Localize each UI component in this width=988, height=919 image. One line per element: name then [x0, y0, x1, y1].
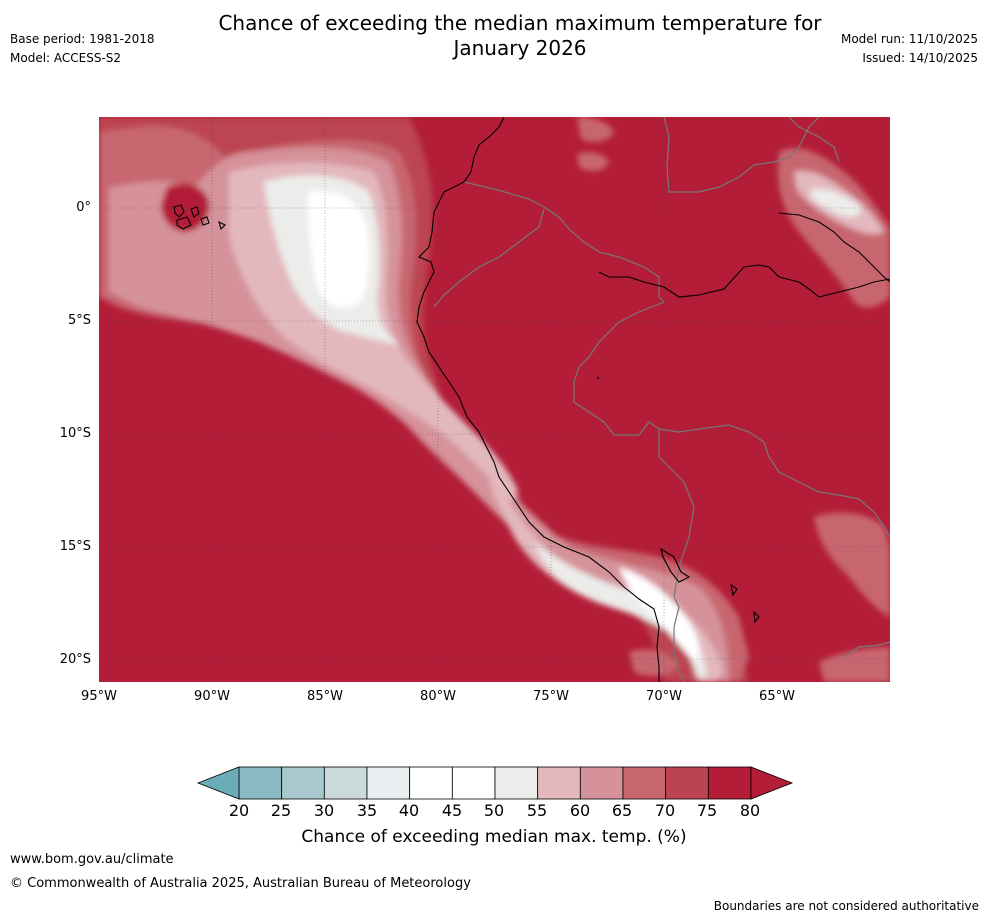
colorbar-cell	[366, 766, 411, 800]
colorbar-tick-80: 80	[739, 801, 761, 820]
colorbar-cell	[409, 766, 453, 800]
model-name: Model: ACCESS-S2	[10, 51, 122, 65]
colorbar-cell	[323, 766, 368, 800]
model-run: Model run: 11/10/2025	[840, 32, 978, 46]
colorbar-cell	[665, 766, 709, 800]
lat-label-15s: 15°S	[59, 539, 91, 554]
copyright-notice: © Commonwealth of Australia 2025, Austra…	[10, 876, 471, 891]
colorbar-tick-45: 45	[441, 801, 463, 820]
lon-label-95w: 95°W	[81, 689, 117, 704]
country-borders	[433, 117, 890, 682]
contour-50-peru	[619, 567, 699, 662]
lat-label-10s: 10°S	[59, 426, 91, 441]
title-line-1: Chance of exceeding the median maximum t…	[218, 11, 822, 35]
issued-date: Issued: 14/10/2025	[862, 51, 978, 65]
lat-label-5s: 5°S	[67, 313, 91, 328]
lon-label-80w: 80°W	[420, 689, 456, 704]
map-title: Chance of exceeding the median maximum t…	[0, 11, 988, 61]
lon-label-75w: 75°W	[533, 689, 569, 704]
lon-label-70w: 70°W	[646, 689, 682, 704]
colorbar-cell	[622, 766, 667, 800]
lon-label-65w: 65°W	[759, 689, 795, 704]
contour-galapagos	[161, 183, 210, 232]
colorbar-tick-30: 30	[313, 801, 335, 820]
colorbar-tick-65: 65	[611, 801, 633, 820]
colorbar-tick-75: 75	[696, 801, 718, 820]
colorbar-tick-50: 50	[483, 801, 505, 820]
lat-label-0: 0°	[76, 200, 91, 215]
base-period: Base period: 1981-2018	[10, 32, 155, 46]
title-line-2: January 2026	[453, 36, 587, 60]
contour-patch-4	[819, 647, 890, 682]
colorbar-cell	[494, 766, 539, 800]
lon-label-85w: 85°W	[307, 689, 343, 704]
contour-bolivia	[814, 512, 890, 617]
colorbar-tick-70: 70	[654, 801, 676, 820]
forecast-map	[99, 117, 890, 682]
colorbar-cell	[238, 766, 283, 800]
probability-contours	[99, 117, 890, 682]
coastline	[173, 117, 890, 682]
colorbar-high-extension	[750, 766, 794, 800]
boundary-disclaimer: Boundaries are not considered authoritat…	[713, 899, 979, 913]
colorbar-cell	[281, 766, 325, 800]
colorbar	[196, 766, 794, 800]
colorbar-title: Chance of exceeding median max. temp. (%…	[301, 827, 687, 847]
colorbar-cells	[238, 766, 752, 800]
lat-label-20s: 20°S	[59, 652, 91, 667]
website-link[interactable]: www.bom.gov.au/climate	[10, 852, 174, 867]
colorbar-tick-40: 40	[398, 801, 420, 820]
colorbar-tick-35: 35	[356, 801, 378, 820]
colorbar-tick-20: 20	[228, 801, 250, 820]
contour-patch-3	[629, 649, 679, 677]
colorbar-cell	[579, 766, 624, 800]
colorbar-tick-60: 60	[569, 801, 591, 820]
colorbar-tick-25: 25	[270, 801, 292, 820]
graticule	[99, 117, 890, 682]
colorbar-cell	[451, 766, 496, 800]
contour-amazon-white	[811, 188, 861, 217]
colorbar-tick-55: 55	[526, 801, 548, 820]
contour-55-peru	[534, 542, 707, 677]
lon-label-90w: 90°W	[194, 689, 230, 704]
colorbar-cell	[537, 766, 581, 800]
contour-patch-2	[577, 152, 609, 172]
contour-patch-1	[577, 117, 614, 143]
colorbar-cell	[707, 766, 752, 800]
colorbar-low-extension	[196, 766, 240, 800]
contour-50	[308, 191, 369, 308]
